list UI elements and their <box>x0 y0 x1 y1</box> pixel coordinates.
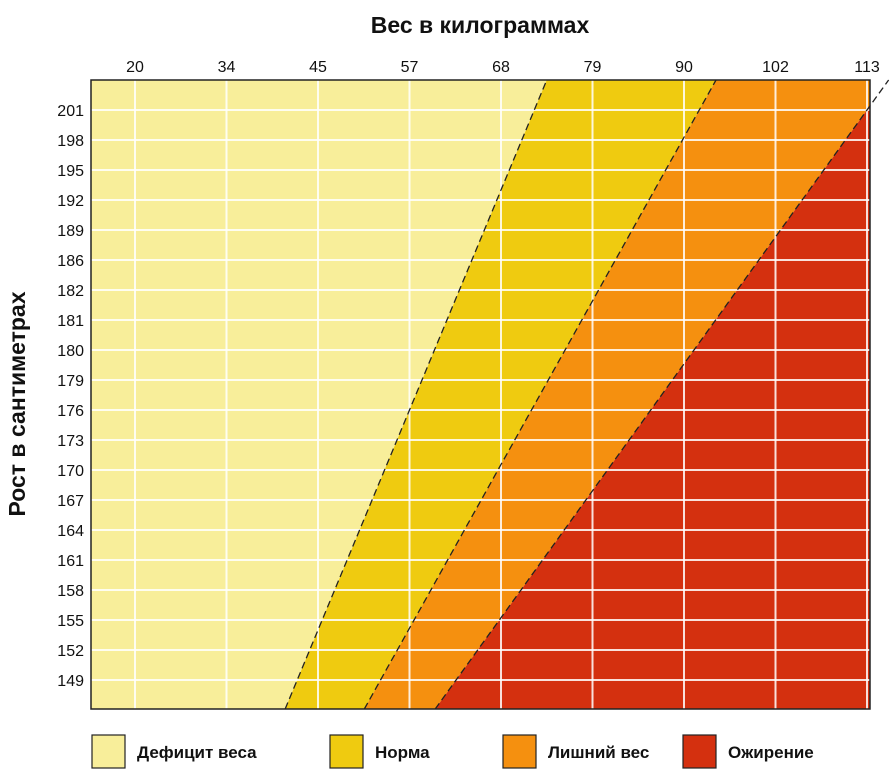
y-tick-label: 161 <box>57 553 84 570</box>
y-tick-label: 195 <box>57 163 84 180</box>
y-tick-label: 176 <box>57 403 84 420</box>
y-tick-label: 155 <box>57 613 84 630</box>
x-tick-label: 68 <box>492 59 510 76</box>
legend-item: Норма <box>329 734 430 769</box>
y-tick-label: 152 <box>57 643 84 660</box>
boundary-line-1 <box>284 79 548 710</box>
y-axis-title: Рост в сантиметрах <box>4 291 30 516</box>
zone-3 <box>364 80 870 709</box>
legend-swatch <box>502 734 537 769</box>
y-ticks: 201 198 195 192 189 186 182 181 180 179 176 173 170 1… <box>57 103 84 690</box>
y-tick-label: 173 <box>57 433 84 450</box>
legend-item: Дефицит веса <box>91 734 257 769</box>
x-tick-label: 90 <box>675 59 693 76</box>
legend-swatch <box>329 734 364 769</box>
y-tick-label: 182 <box>57 283 84 300</box>
x-tick-label: 45 <box>309 59 327 76</box>
legend-swatch <box>682 734 717 769</box>
y-tick-label: 186 <box>57 253 84 270</box>
x-tick-label: 113 <box>854 59 880 76</box>
y-tick-label: 198 <box>57 133 84 150</box>
x-ticks: 20 34 45 57 68 79 90 102 113 <box>126 59 880 76</box>
y-tick-label: 179 <box>57 373 84 390</box>
x-tick-label: 34 <box>218 59 236 76</box>
y-tick-label: 189 <box>57 223 84 240</box>
x-tick-label: 102 <box>762 59 789 76</box>
y-tick-label: 170 <box>57 463 84 480</box>
y-tick-label: 167 <box>57 493 84 510</box>
x-tick-label: 79 <box>584 59 602 76</box>
grid-layer <box>91 80 870 709</box>
boundary-line-2 <box>363 79 717 710</box>
legend-item: Ожирение <box>682 734 814 769</box>
x-axis-title: Вес в килограммах <box>371 12 590 38</box>
legend-label: Норма <box>375 743 430 762</box>
legend-swatch <box>91 734 126 769</box>
legend: Дефицит веса Норма Лишний вес Ожирение <box>91 734 814 769</box>
y-tick-label: 158 <box>57 583 84 600</box>
x-tick-label: 20 <box>126 59 144 76</box>
zone-4 <box>435 80 870 709</box>
y-tick-label: 192 <box>57 193 84 210</box>
zones-layer <box>91 80 870 709</box>
boundaries-layer <box>284 79 890 710</box>
legend-label: Ожирение <box>728 743 814 762</box>
y-tick-label: 180 <box>57 343 84 360</box>
boundary-line-3 <box>434 79 890 710</box>
legend-label: Лишний вес <box>548 743 649 762</box>
y-tick-label: 149 <box>57 673 84 690</box>
y-tick-label: 164 <box>57 523 84 540</box>
y-tick-label: 201 <box>57 103 84 120</box>
legend-label: Дефицит веса <box>137 743 257 762</box>
plot-frame <box>90 79 871 710</box>
x-tick-label: 57 <box>401 59 419 76</box>
legend-item: Лишний вес <box>502 734 649 769</box>
y-tick-label: 181 <box>57 313 84 330</box>
